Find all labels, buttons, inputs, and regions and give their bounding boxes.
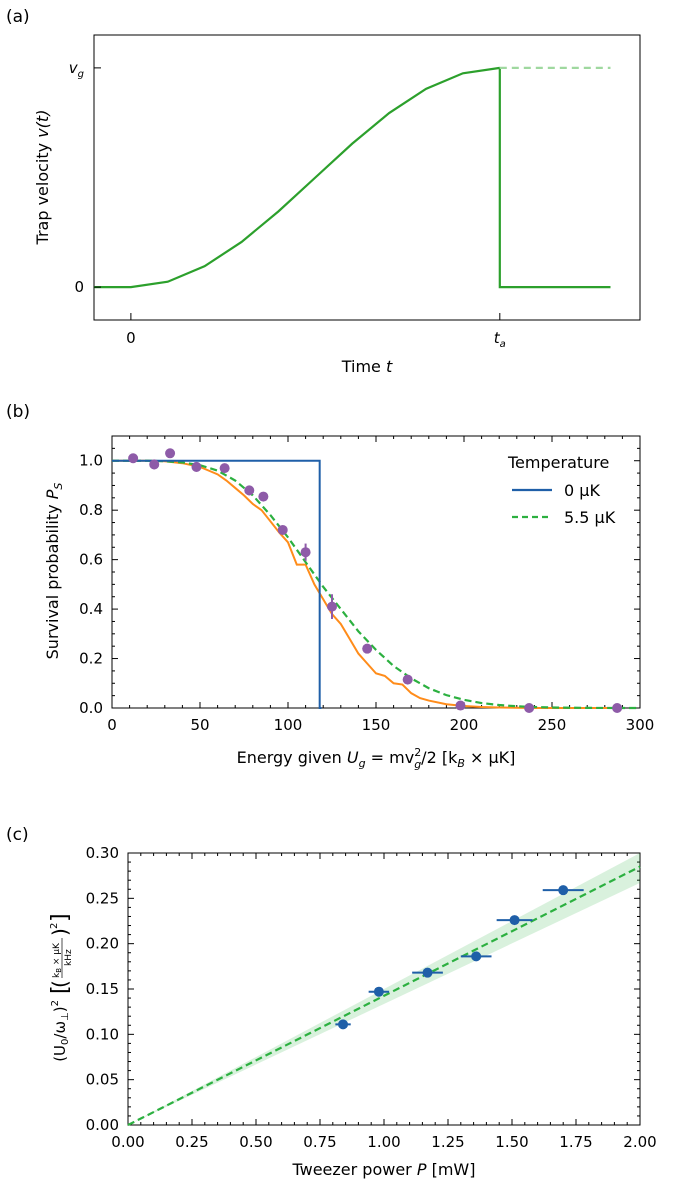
- panel-c-xtick-label-2: 0.50: [239, 1133, 272, 1151]
- panel-b-data-point: [612, 703, 623, 713]
- svg-text:]: ]: [48, 913, 73, 922]
- panel-a-ramp-line: [94, 66, 500, 289]
- panel-b-frame: [111, 435, 641, 709]
- panel-b-data-point: [149, 459, 160, 470]
- svg-text:): ): [48, 928, 72, 936]
- panel-c-data-point: [422, 967, 433, 978]
- panel-b-simulation-line: [112, 459, 623, 709]
- panel-b-xtick-label-2: 100: [274, 716, 303, 734]
- panel-c-fit-line: [127, 865, 641, 1126]
- panel-b-data-point: [219, 463, 230, 474]
- panel-c-data-point: [373, 986, 384, 997]
- panel-c-xtick-label-0: 0.00: [111, 1133, 144, 1151]
- panel-c-data-point: [558, 885, 569, 896]
- panel-b-data-point: [300, 547, 311, 558]
- panel-b-fit-5-5uK-line: [112, 459, 641, 710]
- panel-c-xtick-label-7: 1.75: [559, 1133, 592, 1151]
- panel-b-ytick-label-5: 1.0: [79, 452, 103, 470]
- panel-c-data-point: [471, 951, 482, 962]
- panel-b-xtick-label-3: 150: [362, 716, 391, 734]
- panel-a-chart: 0 ta 0 vg Time t Trap velocity v(t): [33, 34, 641, 376]
- panel-b-data-point: [191, 461, 202, 472]
- panel-c-ytick-label-2: 0.10: [86, 1025, 119, 1043]
- panel-c-ytick-label-6: 0.30: [86, 844, 119, 862]
- panel-a-frame: [93, 34, 641, 321]
- panel-a-xlabel: Time t: [341, 357, 393, 376]
- panel-c-chart: 0.00 0.25 0.50 0.75 1.00 1.25 1.50 1.75 2.00 0.00…: [48, 844, 657, 1179]
- panel-a-label: (a): [6, 7, 30, 27]
- panel-b-step-0uK-line: [112, 459, 322, 709]
- panel-b-ytick-label-3: 0.6: [79, 551, 103, 569]
- panel-b-data-point: [277, 524, 288, 535]
- panel-b-data-point: [455, 700, 466, 711]
- panel-b-ytick-label-1: 0.2: [79, 650, 103, 668]
- panel-a-drop-line: [498, 67, 611, 289]
- panel-c-xtick-label-3: 0.75: [303, 1133, 336, 1151]
- panel-b-xtick-label-4: 200: [450, 716, 479, 734]
- svg-text:2: 2: [49, 923, 60, 929]
- panel-b-data-point: [258, 491, 269, 502]
- svg-text:(: (: [48, 980, 72, 988]
- panel-c-xtick-label-6: 1.50: [495, 1133, 528, 1151]
- panel-b-data-point: [128, 453, 139, 464]
- panel-b-label: (b): [6, 402, 30, 422]
- panel-a-ytick-label-0: 0: [74, 278, 84, 296]
- panel-b-data-point: [362, 643, 373, 654]
- panel-c-xtick-label-4: 1.00: [367, 1133, 400, 1151]
- panel-c-ytick-label-5: 0.25: [86, 889, 119, 907]
- panel-b-ytick-label-2: 0.4: [79, 600, 103, 618]
- panel-b-xtick-label-6: 300: [626, 716, 655, 734]
- panel-c-ylabel: (U0/ω⊥)2 [ ( kB × μK kHz ) 2 ]: [48, 913, 74, 1061]
- panel-b-xlabel: Energy given Ug = mv2 g/2 [kB × μK]: [237, 746, 516, 771]
- panel-b-chart: 0 50 100 150 200 250 300 0.0 0.2 0.4 0.6 0.8 1.0 Tem…: [43, 435, 655, 771]
- panel-c-ytick-label-0: 0.00: [86, 1116, 119, 1134]
- panel-a-ylabel: Trap velocity v(t): [33, 110, 52, 246]
- panel-b-ytick-label-0: 0.0: [79, 699, 103, 717]
- panel-b-data-point: [244, 485, 255, 496]
- panel-b-data-point: [327, 601, 337, 612]
- panel-b-xtick-label-5: 250: [538, 716, 567, 734]
- panel-b-ytick-label-4: 0.8: [79, 501, 103, 519]
- panel-c-ytick-label-4: 0.20: [86, 935, 119, 953]
- legend-label-5-5uK: 5.5 μK: [564, 508, 616, 527]
- svg-text:kB × μK: kB × μK: [52, 942, 63, 978]
- legend-title: Temperature: [507, 453, 609, 472]
- panel-c-xtick-label-8: 2.00: [623, 1133, 656, 1151]
- panel-c-data-point: [509, 915, 520, 926]
- panel-c-label: (c): [6, 825, 29, 845]
- panel-c-xtick-label-1: 0.25: [175, 1133, 208, 1151]
- panel-a-ytick-label-1: vg: [69, 59, 84, 80]
- panel-c-ytick-label-3: 0.15: [86, 980, 119, 998]
- panel-b-xtick-label-1: 50: [190, 716, 209, 734]
- panel-b-xtick-label-0: 0: [107, 716, 117, 734]
- legend-label-0uK: 0 μK: [564, 481, 600, 500]
- panel-b-legend: Temperature 0 μK 5.5 μK: [507, 453, 616, 527]
- panel-b-data-point: [402, 674, 413, 685]
- panel-b-data-point: [524, 703, 535, 713]
- svg-text:kHz: kHz: [64, 949, 74, 966]
- panel-c-ytick-label-1: 0.05: [86, 1071, 119, 1089]
- panel-a-xtick-label-1: ta: [494, 329, 506, 350]
- svg-text:(U0/ω⊥)2: (U0/ω⊥)2: [50, 1000, 71, 1062]
- panel-a-xtick-label-0: 0: [126, 329, 136, 347]
- panel-b-data-point: [165, 448, 176, 459]
- panel-c-data-point: [338, 1019, 349, 1030]
- panel-c-xlabel: Tweezer power P [mW]: [292, 1160, 476, 1179]
- svg-text:[: [: [48, 985, 73, 994]
- panel-c-xtick-label-5: 1.25: [431, 1133, 464, 1151]
- panel-b-ylabel: Survival probability PS: [43, 483, 65, 660]
